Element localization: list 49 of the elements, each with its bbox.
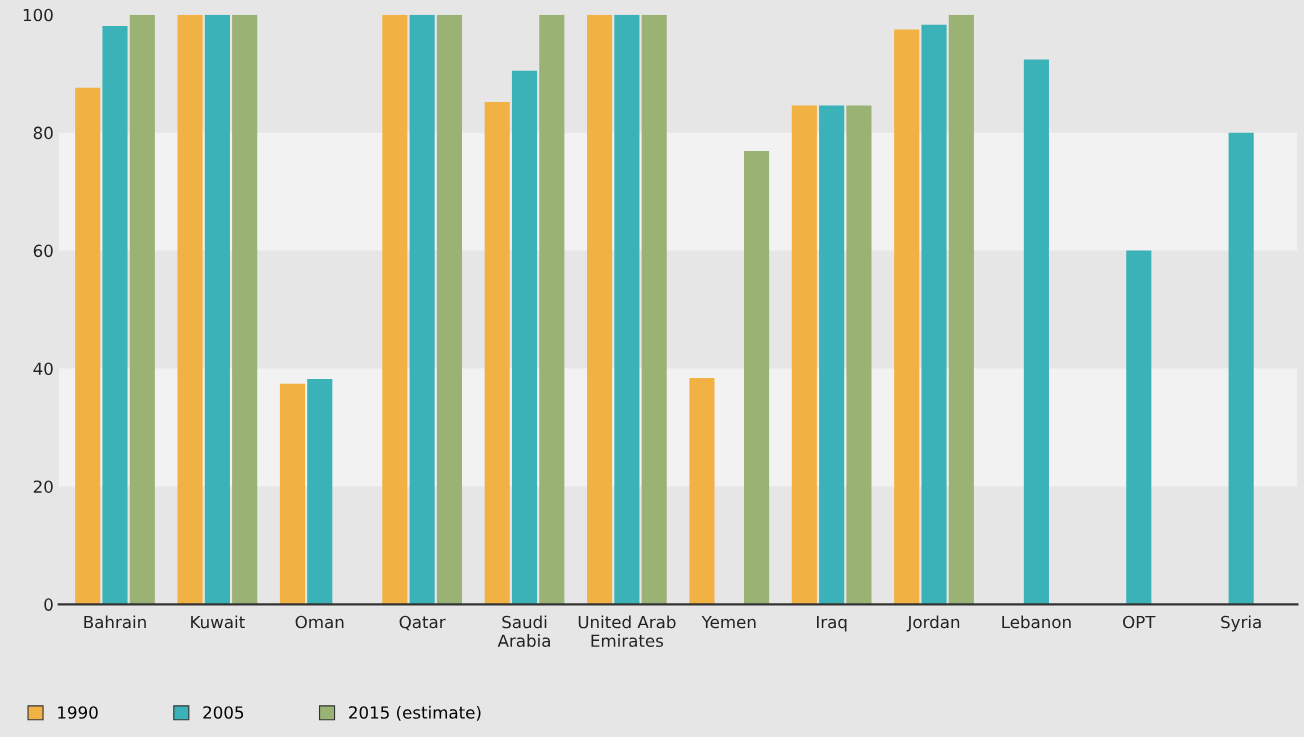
x-tick-label: United Arab Emirates — [578, 615, 676, 648]
bar — [614, 14, 640, 605]
y-tick-label: 0 — [44, 598, 53, 611]
bar — [894, 29, 920, 605]
bar — [1228, 132, 1254, 605]
x-tick-label: Saudi Arabia — [497, 615, 550, 648]
bar — [539, 14, 565, 605]
bar — [1126, 250, 1152, 605]
bar — [846, 105, 872, 605]
legend-label: 2005 — [203, 706, 244, 719]
bar — [279, 383, 306, 605]
y-tick-label: 20 — [33, 480, 53, 493]
bar — [791, 105, 817, 605]
x-tick-label: Oman — [295, 615, 344, 629]
y-tick-label: 60 — [33, 244, 53, 258]
y-tick-label: 40 — [33, 362, 53, 376]
bar — [689, 377, 715, 605]
bar — [436, 14, 462, 605]
x-tick-label: Yemen — [701, 615, 756, 629]
x-tick-label: Jordan — [906, 615, 960, 632]
bar — [307, 379, 333, 605]
bar — [744, 150, 770, 605]
legend-label: 2015 (estimate) — [349, 705, 481, 721]
bar — [409, 14, 435, 605]
bar — [102, 25, 128, 605]
bar — [511, 70, 538, 605]
bar — [948, 14, 974, 605]
legend-label: 1990 — [58, 706, 98, 719]
bar — [587, 14, 613, 605]
x-tick-label: Iraq — [817, 615, 847, 632]
bar — [382, 14, 408, 605]
x-tick-label: Kuwait — [191, 615, 245, 629]
bar — [819, 105, 845, 605]
bar — [921, 24, 947, 605]
bar — [177, 14, 203, 605]
bar — [204, 14, 230, 605]
bar — [641, 14, 667, 605]
bar — [129, 14, 155, 605]
y-tick-label: 100 — [23, 8, 53, 22]
bar — [75, 87, 101, 605]
bar — [484, 102, 510, 605]
x-tick-label: OPT — [1123, 615, 1156, 629]
bar — [1023, 59, 1049, 605]
x-tick-label: Syria — [1221, 615, 1261, 632]
x-tick-label: Qatar — [399, 615, 446, 631]
x-tick-label: Bahrain — [84, 615, 146, 629]
x-tick-label: Lebanon — [1002, 615, 1071, 629]
bar — [232, 14, 258, 605]
y-tick-label: 80 — [33, 126, 53, 140]
